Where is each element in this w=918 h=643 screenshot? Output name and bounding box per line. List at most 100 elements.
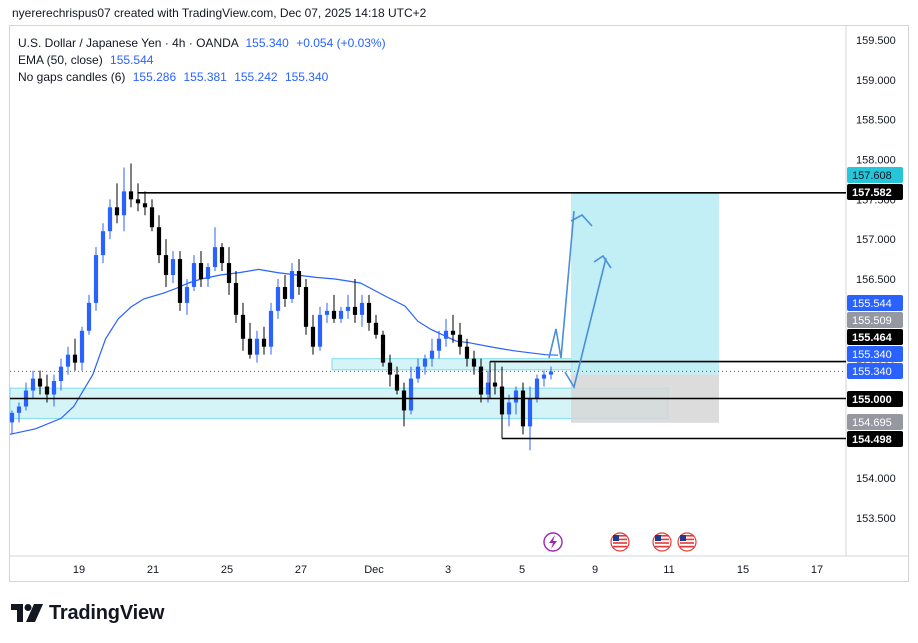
candle-body bbox=[457, 334, 463, 347]
candle-body bbox=[429, 350, 435, 359]
time-tick-label: 15 bbox=[737, 564, 749, 576]
time-tick-label: 11 bbox=[663, 564, 674, 576]
candle-body bbox=[485, 382, 491, 395]
candle-body bbox=[408, 378, 414, 411]
candles-layer bbox=[9, 163, 554, 451]
candle-body bbox=[226, 263, 232, 283]
time-tick-label: 17 bbox=[811, 564, 823, 576]
candle-body bbox=[541, 374, 547, 379]
levels-layer bbox=[10, 192, 846, 440]
price-tag-bg bbox=[847, 346, 903, 362]
symbol-title[interactable]: U.S. Dollar / Japanese Yen · 4h · OANDA bbox=[18, 36, 239, 50]
candles-open: 155.286 bbox=[132, 70, 177, 84]
price-tag-label: 154.695 bbox=[852, 417, 892, 429]
attribution: nyererechrispus07 created with TradingVi… bbox=[12, 6, 427, 20]
price-tag-label: 155.464 bbox=[852, 332, 893, 344]
ema-value: 155.544 bbox=[110, 53, 154, 67]
candle-body bbox=[177, 259, 183, 303]
candle-body bbox=[51, 380, 57, 395]
flag-stripe bbox=[680, 535, 694, 537]
candles-low: 155.242 bbox=[234, 70, 278, 84]
candle-body bbox=[247, 338, 253, 355]
candle-body bbox=[170, 259, 176, 276]
candle-body bbox=[303, 286, 309, 327]
candle-body bbox=[471, 358, 477, 367]
chart-legend: U.S. Dollar / Japanese Yen · 4h · OANDA … bbox=[18, 35, 386, 86]
price-tick-label: 158.500 bbox=[856, 115, 896, 127]
candle-body bbox=[86, 302, 92, 331]
price-tick-label: 153.500 bbox=[856, 513, 896, 525]
candle-body bbox=[114, 207, 120, 216]
tradingview-logo[interactable]: TradingView bbox=[11, 601, 164, 625]
candle-body bbox=[72, 354, 78, 363]
candle-body bbox=[492, 382, 498, 387]
candle-body bbox=[261, 338, 267, 347]
time-tick-label: 19 bbox=[73, 564, 85, 576]
tradingview-logo-icon bbox=[11, 604, 43, 622]
price-axis: 159.500159.000158.500158.000157.500157.0… bbox=[847, 35, 903, 525]
chart-frame[interactable] bbox=[9, 25, 909, 582]
candle-body bbox=[282, 286, 288, 299]
candle-body bbox=[100, 231, 106, 256]
price-tag-bg bbox=[847, 363, 903, 379]
price-tag-label: 155.340 bbox=[852, 366, 892, 378]
candle-body bbox=[37, 378, 43, 387]
events-layer bbox=[543, 532, 697, 552]
price-tag-label: 155.340 bbox=[852, 349, 892, 361]
candle-body bbox=[205, 267, 211, 279]
price-tag-bg bbox=[847, 167, 903, 183]
price-tick-label: 156.500 bbox=[856, 274, 896, 286]
candle-body bbox=[331, 310, 337, 319]
price-tick-label: 158.000 bbox=[856, 155, 896, 167]
us-flag-event-icon bbox=[677, 532, 697, 552]
candle-body bbox=[317, 314, 323, 347]
price-tag-bg bbox=[847, 312, 903, 328]
candle-body bbox=[58, 366, 64, 381]
candle-body bbox=[156, 227, 162, 256]
candle-body bbox=[233, 282, 239, 315]
price-tag-bg bbox=[847, 414, 903, 430]
flag-stripe bbox=[680, 542, 694, 544]
candle-body bbox=[163, 255, 169, 276]
candle-body bbox=[9, 412, 15, 423]
price-tag-bg bbox=[847, 295, 903, 311]
us-flag-event-icon bbox=[652, 532, 672, 552]
flag-canton bbox=[613, 535, 619, 541]
candles-label[interactable]: No gaps candles (6) bbox=[18, 70, 126, 84]
candle-body bbox=[548, 371, 554, 375]
candle-body bbox=[366, 302, 372, 323]
candle-body bbox=[289, 271, 295, 299]
candle-body bbox=[422, 358, 428, 367]
ema-label[interactable]: EMA (50, close) bbox=[18, 53, 103, 67]
price-tag-label: 155.000 bbox=[852, 394, 892, 406]
candle-body bbox=[520, 390, 526, 427]
candle-body bbox=[513, 390, 519, 403]
candle-body bbox=[16, 406, 22, 413]
candle-body bbox=[443, 330, 449, 339]
candle-body bbox=[240, 314, 246, 339]
candle-body bbox=[254, 338, 260, 355]
time-tick-label: 5 bbox=[519, 564, 525, 576]
candle-body bbox=[436, 338, 442, 351]
lightning-event-icon bbox=[543, 532, 563, 552]
time-tick-label: 27 bbox=[295, 564, 307, 576]
time-tick-label: 25 bbox=[221, 564, 233, 576]
last-price: 155.340 bbox=[245, 36, 289, 50]
brand-name: TradingView bbox=[49, 601, 165, 624]
flag-stripe bbox=[680, 545, 694, 548]
candle-body bbox=[338, 310, 344, 319]
candle-body bbox=[65, 354, 71, 367]
zones-layer bbox=[9, 192, 719, 423]
candle-body bbox=[324, 310, 330, 315]
arrows-layer bbox=[548, 210, 612, 390]
arrow-head bbox=[570, 213, 593, 227]
candle-body bbox=[352, 306, 358, 315]
candle-body bbox=[79, 330, 85, 363]
grid-layer bbox=[10, 26, 909, 557]
flag-stripe bbox=[613, 545, 627, 548]
flag-stripe bbox=[613, 542, 627, 544]
time-tick-label: 21 bbox=[147, 564, 159, 576]
flag-stripe bbox=[655, 545, 669, 548]
candle-body bbox=[499, 386, 505, 415]
